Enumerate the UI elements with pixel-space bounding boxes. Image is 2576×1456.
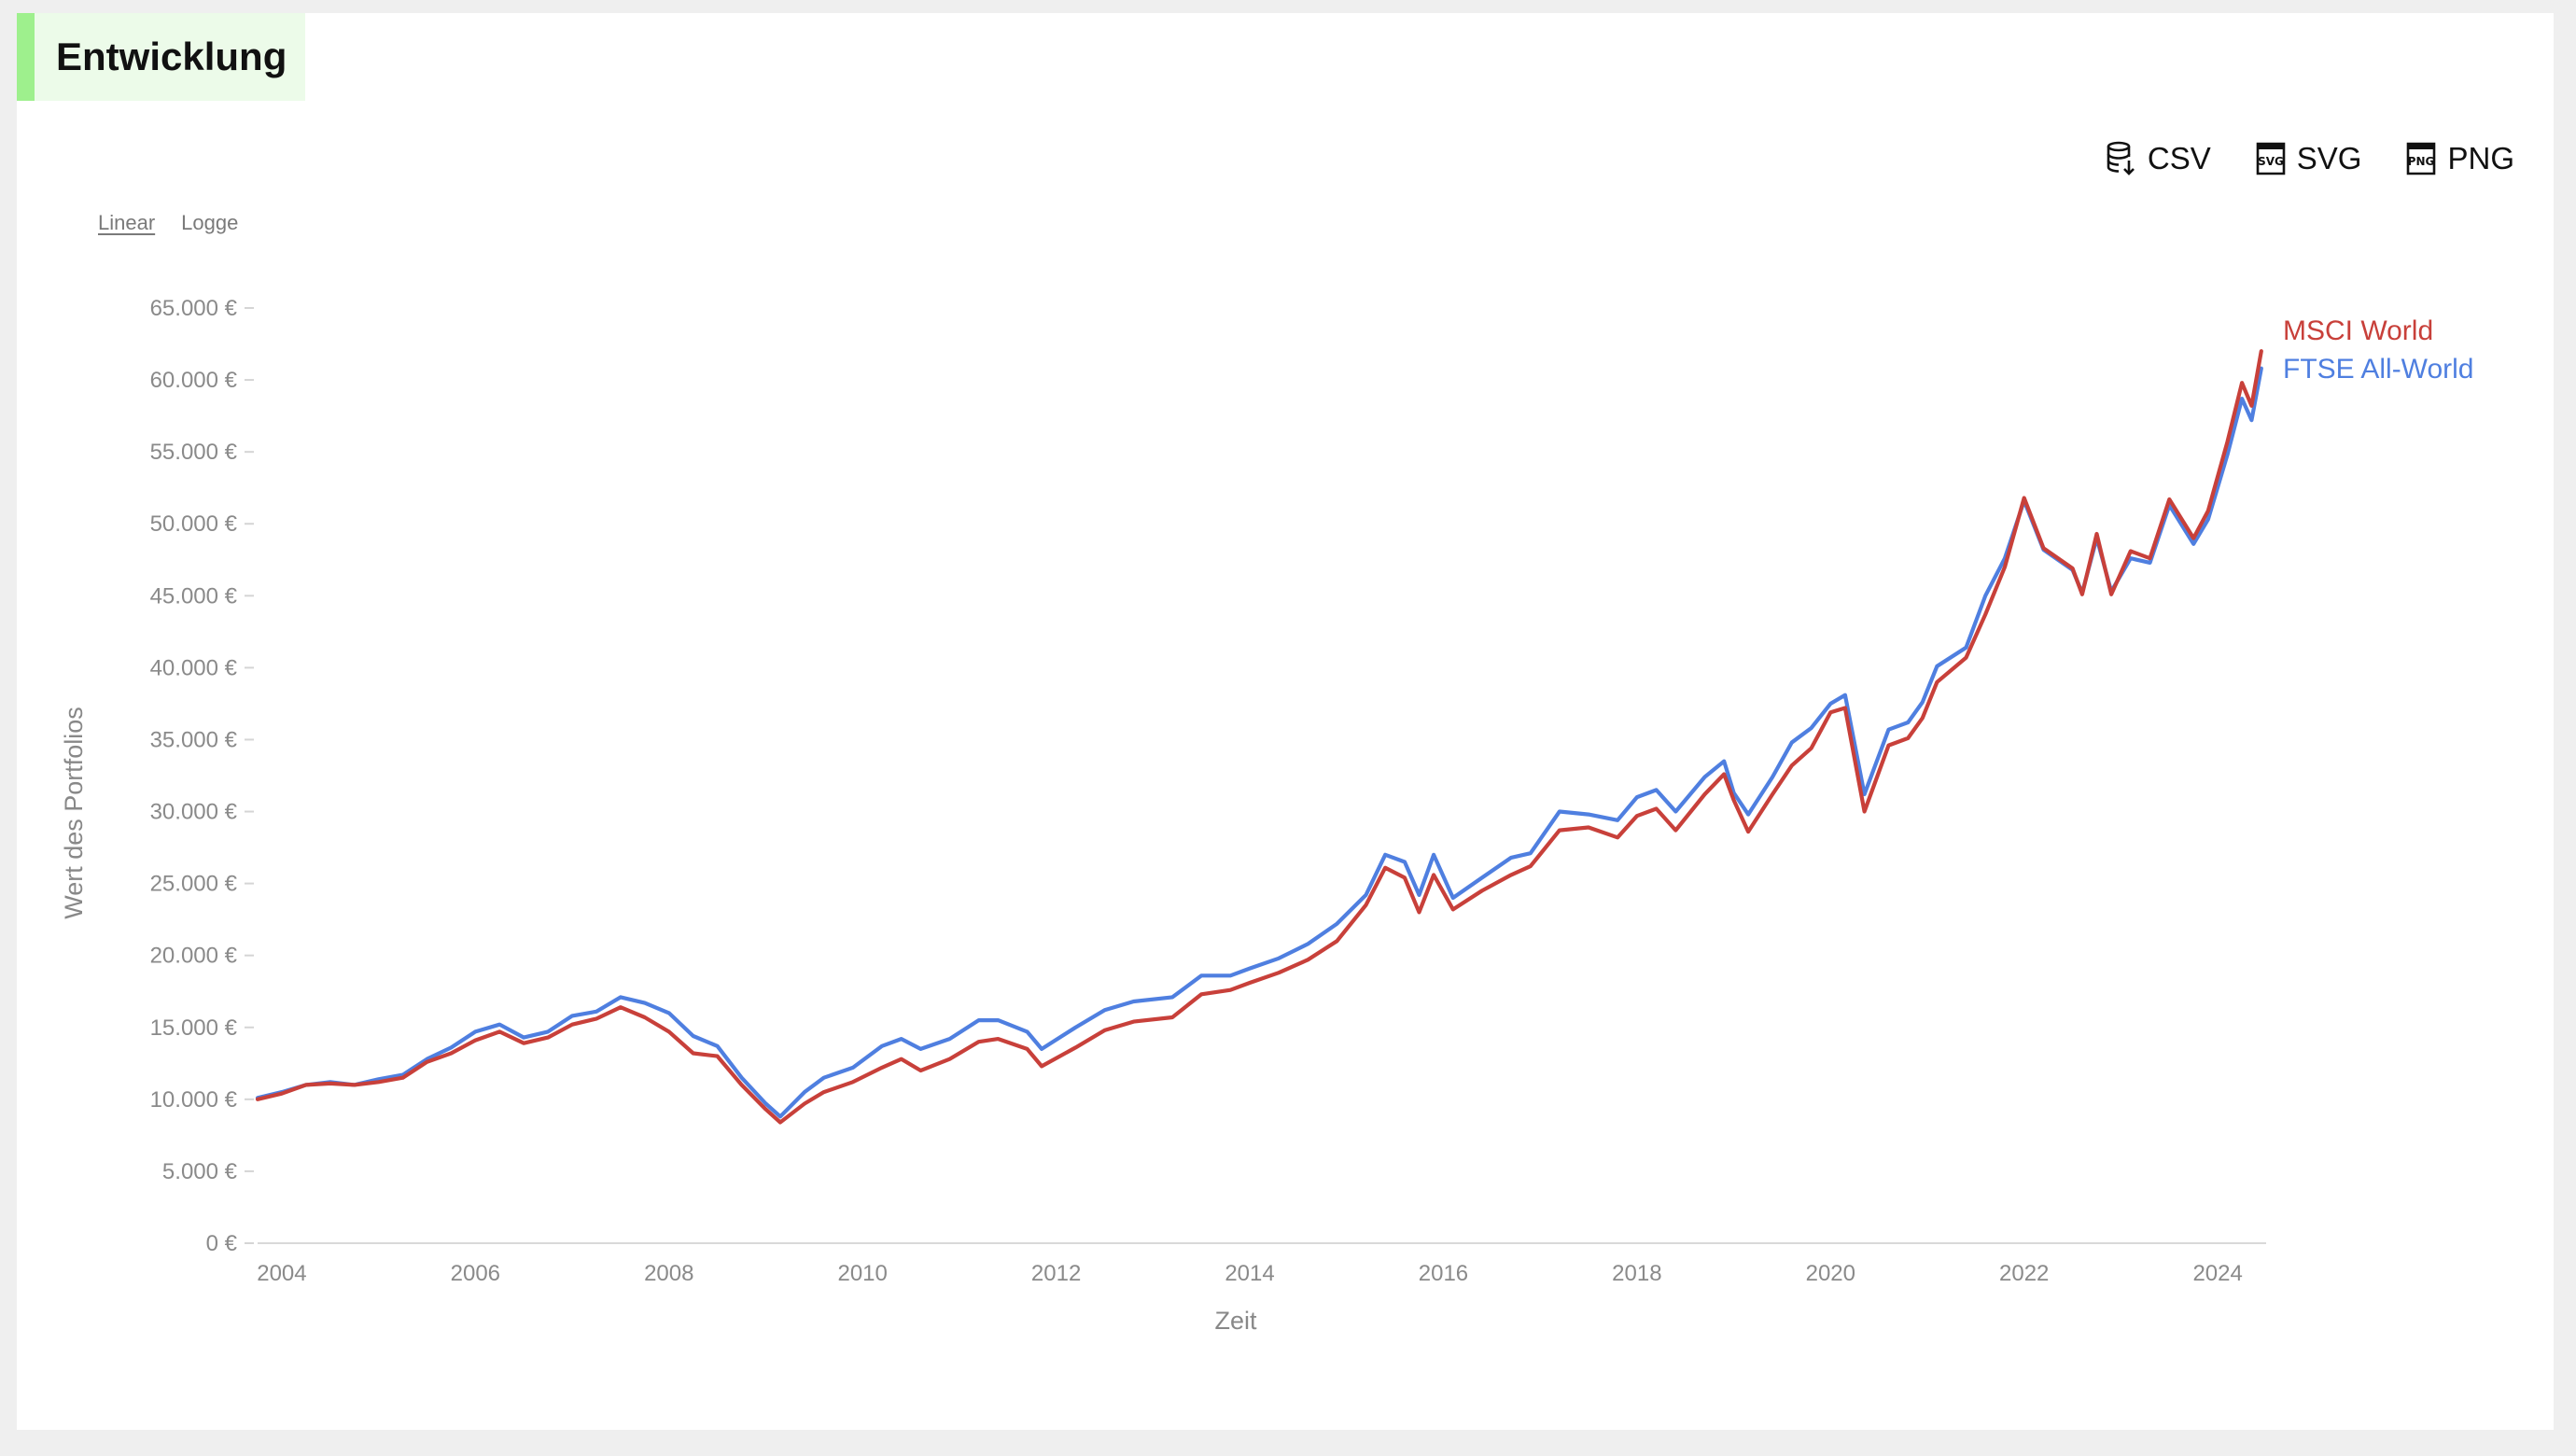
x-tick-label: 2014 bbox=[1225, 1261, 1274, 1286]
y-tick-label: 20.000 € bbox=[150, 944, 238, 969]
x-tick-label: 2020 bbox=[1806, 1261, 1855, 1286]
y-tick-label: 40.000 € bbox=[150, 655, 238, 680]
y-tick-label: 5.000 € bbox=[162, 1159, 238, 1184]
section-title: Entwicklung bbox=[56, 35, 287, 78]
chart-card: Entwicklung CSV SVG SVG bbox=[17, 13, 2554, 1430]
svg-file-icon: SVG bbox=[2256, 142, 2286, 175]
y-tick-label: 35.000 € bbox=[150, 727, 238, 752]
series-line-ftse-all-world bbox=[255, 366, 2263, 1119]
line-chart: 0 € 5.000 € 10.000 € 15.000 € 20.000 € 25.000… bbox=[60, 296, 2473, 1335]
x-tick-label: 2024 bbox=[2192, 1261, 2242, 1286]
export-csv-label: CSV bbox=[2147, 141, 2211, 175]
scale-log-option[interactable]: Logge bbox=[181, 211, 239, 234]
y-axis: 0 € 5.000 € 10.000 € 15.000 € 20.000 € 25.000… bbox=[150, 296, 254, 1256]
section-accent-bar bbox=[17, 13, 35, 101]
y-tick-label: 10.000 € bbox=[150, 1087, 238, 1113]
x-tick-label: 2004 bbox=[257, 1261, 306, 1286]
export-png-label: PNG bbox=[2447, 141, 2514, 175]
scale-toggle: Linear Logge bbox=[98, 211, 238, 235]
legend: MSCI World FTSE All-World bbox=[2283, 315, 2473, 385]
scale-linear-option[interactable]: Linear bbox=[98, 211, 156, 234]
series-line-msci-world bbox=[255, 349, 2263, 1125]
y-tick-label: 25.000 € bbox=[150, 872, 238, 897]
export-svg-button[interactable]: SVG SVG bbox=[2254, 140, 2362, 177]
export-toolbar: CSV SVG SVG PNG PNG bbox=[2105, 140, 2514, 177]
y-tick-label: 60.000 € bbox=[150, 368, 238, 393]
x-tick-label: 2022 bbox=[1999, 1261, 2049, 1286]
png-file-icon: PNG bbox=[2407, 142, 2436, 175]
y-tick-label: 65.000 € bbox=[150, 296, 238, 321]
export-png-button[interactable]: PNG PNG bbox=[2404, 140, 2514, 177]
y-tick-label: 15.000 € bbox=[150, 1015, 238, 1041]
export-csv-button[interactable]: CSV bbox=[2105, 140, 2211, 177]
x-tick-label: 2008 bbox=[644, 1261, 693, 1286]
x-axis-title: Zeit bbox=[1214, 1307, 1257, 1335]
y-tick-label: 30.000 € bbox=[150, 800, 238, 825]
x-tick-label: 2018 bbox=[1612, 1261, 1661, 1286]
x-axis: 2004 2006 2008 2010 2012 2014 2016 2018 2020 2022… bbox=[257, 1242, 2266, 1286]
y-tick-label: 50.000 € bbox=[150, 511, 238, 537]
svg-text:SVG: SVG bbox=[2258, 155, 2284, 168]
database-download-icon bbox=[2107, 141, 2135, 175]
svg-text:PNG: PNG bbox=[2408, 155, 2435, 168]
export-svg-label: SVG bbox=[2296, 141, 2362, 175]
y-tick-label: 45.000 € bbox=[150, 583, 238, 609]
x-tick-label: 2012 bbox=[1031, 1261, 1081, 1286]
series-layer bbox=[255, 349, 2263, 1125]
y-axis-title: Wert des Portfolios bbox=[60, 707, 88, 919]
legend-entry: FTSE All-World bbox=[2283, 354, 2473, 385]
y-tick-label: 55.000 € bbox=[150, 440, 238, 465]
x-tick-label: 2010 bbox=[837, 1261, 887, 1286]
x-tick-label: 2016 bbox=[1419, 1261, 1468, 1286]
legend-entry: MSCI World bbox=[2283, 315, 2433, 346]
section-header: Entwicklung bbox=[17, 13, 305, 101]
y-tick-label: 0 € bbox=[206, 1231, 238, 1256]
x-tick-label: 2006 bbox=[451, 1261, 500, 1286]
